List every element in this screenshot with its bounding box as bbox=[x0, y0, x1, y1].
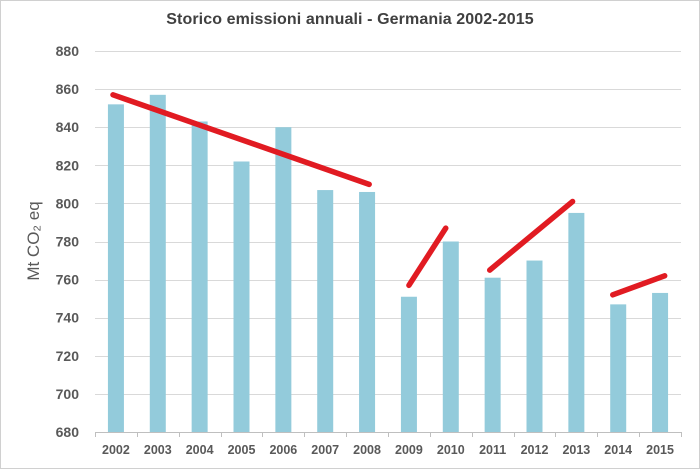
bar-2010 bbox=[442, 241, 459, 432]
bar-2004 bbox=[191, 121, 208, 433]
y-tick-label: 720 bbox=[56, 348, 80, 364]
bar-2015 bbox=[652, 292, 669, 432]
y-tick-label: 880 bbox=[56, 43, 80, 59]
trend-line-4 bbox=[610, 273, 668, 298]
x-tick-label: 2006 bbox=[269, 443, 297, 457]
y-tick-label: 860 bbox=[56, 81, 80, 97]
x-tick-label: 2004 bbox=[186, 443, 214, 457]
y-tick-label: 760 bbox=[56, 272, 80, 288]
x-tick-label: 2013 bbox=[562, 443, 590, 457]
x-tick-label: 2009 bbox=[395, 443, 423, 457]
y-tick-label: 700 bbox=[56, 386, 80, 402]
x-tick-label: 2014 bbox=[604, 443, 632, 457]
trend-line-2 bbox=[406, 225, 449, 289]
bar-2012 bbox=[526, 260, 543, 432]
bar-2002 bbox=[107, 104, 124, 432]
trend-line-3 bbox=[486, 198, 576, 273]
y-tick-label: 800 bbox=[56, 195, 80, 211]
x-tick-label: 2015 bbox=[646, 443, 674, 457]
x-tick-label: 2011 bbox=[479, 443, 506, 457]
trend-line-1 bbox=[110, 92, 372, 188]
y-tick-label: 780 bbox=[56, 234, 80, 250]
x-tick-label: 2008 bbox=[353, 443, 381, 457]
x-tick-label: 2007 bbox=[311, 443, 339, 457]
bar-2003 bbox=[149, 94, 166, 432]
bar-2006 bbox=[275, 127, 292, 432]
bar-2013 bbox=[568, 212, 585, 432]
bar-2007 bbox=[317, 190, 334, 432]
y-tick-label: 820 bbox=[56, 157, 80, 173]
y-tick-label: 740 bbox=[56, 310, 80, 326]
x-tick-label: 2012 bbox=[521, 443, 549, 457]
x-tick-label: 2010 bbox=[437, 443, 465, 457]
chart-title: Storico emissioni annuali - Germania 200… bbox=[166, 11, 534, 28]
y-axis-title: Mt CO₂ eq bbox=[24, 201, 43, 280]
bar-2005 bbox=[233, 161, 250, 433]
bar-2009 bbox=[400, 296, 417, 432]
y-tick-label: 840 bbox=[56, 119, 80, 135]
x-tick-label: 2003 bbox=[144, 443, 172, 457]
bar-2008 bbox=[359, 191, 376, 432]
y-tick-label: 680 bbox=[56, 424, 80, 440]
bar-2011 bbox=[484, 277, 501, 432]
bar-2014 bbox=[610, 304, 627, 432]
x-tick-label: 2005 bbox=[228, 443, 256, 457]
x-tick-label: 2002 bbox=[102, 443, 130, 457]
